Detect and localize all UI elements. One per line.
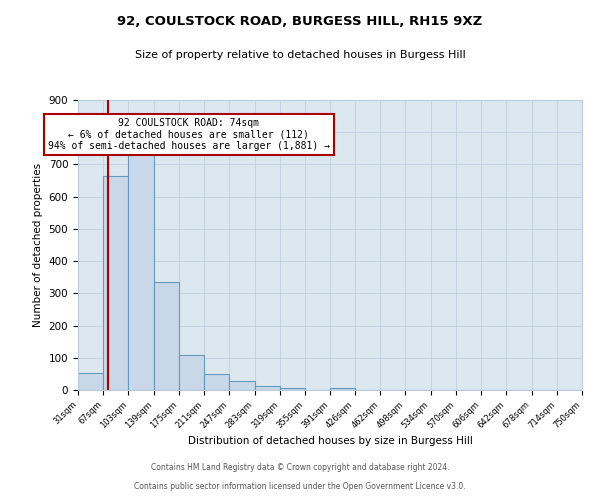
Bar	[78, 373, 103, 390]
Text: Contains HM Land Registry data © Crown copyright and database right 2024.: Contains HM Land Registry data © Crown c…	[151, 464, 449, 472]
Y-axis label: Number of detached properties: Number of detached properties	[33, 163, 43, 327]
Bar	[204, 374, 229, 390]
X-axis label: Distribution of detached houses by size in Burgess Hill: Distribution of detached houses by size …	[188, 436, 472, 446]
Bar	[179, 355, 204, 390]
Text: 92 COULSTOCK ROAD: 74sqm
← 6% of detached houses are smaller (112)
94% of semi-d: 92 COULSTOCK ROAD: 74sqm ← 6% of detache…	[48, 118, 330, 152]
Text: Size of property relative to detached houses in Burgess Hill: Size of property relative to detached ho…	[134, 50, 466, 60]
Text: Contains public sector information licensed under the Open Government Licence v3: Contains public sector information licen…	[134, 482, 466, 491]
Bar	[103, 176, 128, 390]
Bar	[154, 282, 179, 390]
Bar	[128, 149, 154, 390]
Bar	[229, 382, 254, 390]
Bar	[280, 388, 305, 390]
Bar	[254, 386, 280, 390]
Text: 92, COULSTOCK ROAD, BURGESS HILL, RH15 9XZ: 92, COULSTOCK ROAD, BURGESS HILL, RH15 9…	[118, 15, 482, 28]
Bar	[331, 388, 355, 390]
